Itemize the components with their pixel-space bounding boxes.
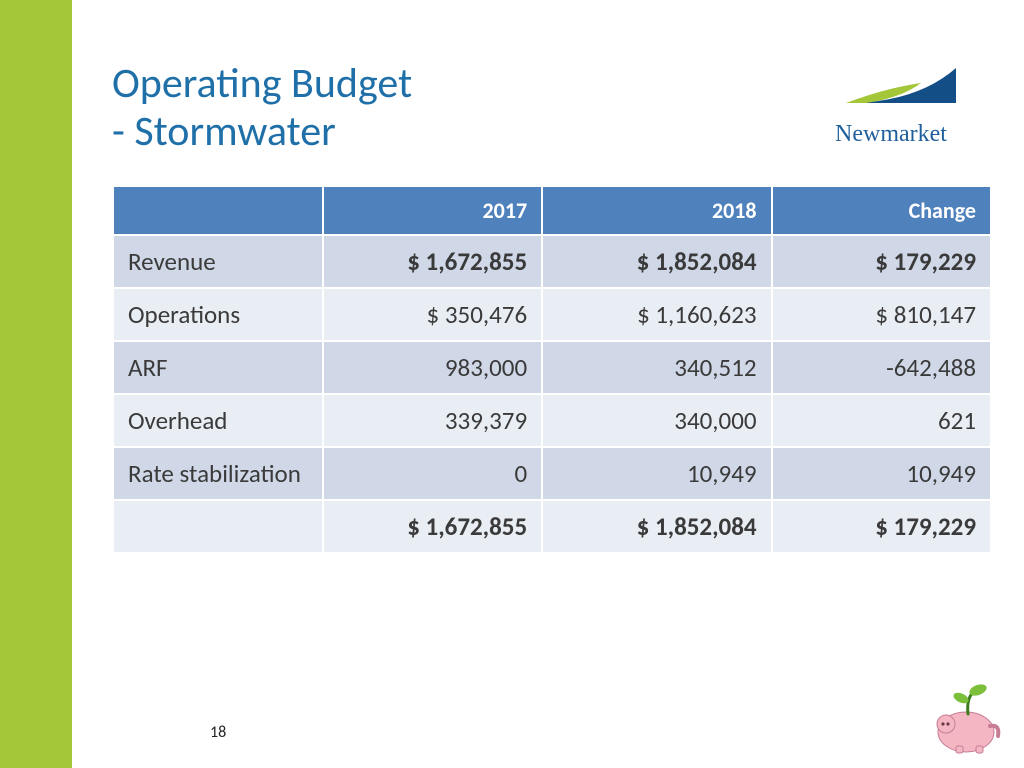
- table-row: Operations $ 350,476 $ 1,160,623 $ 810,1…: [113, 288, 991, 341]
- row-label: Overhead: [113, 394, 323, 447]
- cell-2017: 0: [323, 447, 542, 500]
- col-header-2017: 2017: [323, 186, 542, 235]
- left-accent-bar: [0, 0, 72, 768]
- table-row: ARF 983,000 340,512 -642,488: [113, 341, 991, 394]
- row-label: Operations: [113, 288, 323, 341]
- cell-change: -642,488: [772, 341, 991, 394]
- cell-change: $ 179,229: [772, 235, 991, 288]
- cell-2017: $ 1,672,855: [323, 235, 542, 288]
- table-row: Rate stabilization 0 10,949 10,949: [113, 447, 991, 500]
- cell-change: $ 179,229: [772, 500, 991, 553]
- row-label: Rate stabilization: [113, 447, 323, 500]
- page-number: 18: [210, 723, 226, 742]
- table-header-row: 2017 2018 Change: [113, 186, 991, 235]
- col-header-blank: [113, 186, 323, 235]
- row-label: [113, 500, 323, 553]
- slide: Newmarket Operating Budget - Stormwater …: [0, 0, 1024, 768]
- cell-2017: $ 1,672,855: [323, 500, 542, 553]
- logo-text: Newmarket: [806, 121, 976, 148]
- row-label: ARF: [113, 341, 323, 394]
- logo-mark-icon: [806, 48, 976, 118]
- cell-2017: 339,379: [323, 394, 542, 447]
- piggy-bank-icon: [928, 684, 1006, 754]
- slide-content: Newmarket Operating Budget - Stormwater …: [72, 0, 1024, 768]
- cell-change: 10,949: [772, 447, 991, 500]
- budget-table: 2017 2018 Change Revenue $ 1,672,855 $ 1…: [112, 185, 992, 554]
- col-header-change: Change: [772, 186, 991, 235]
- cell-2017: $ 350,476: [323, 288, 542, 341]
- cell-change: 621: [772, 394, 991, 447]
- cell-2018: $ 1,160,623: [542, 288, 771, 341]
- cell-2018: $ 1,852,084: [542, 235, 771, 288]
- table-row: Overhead 339,379 340,000 621: [113, 394, 991, 447]
- cell-2018: 10,949: [542, 447, 771, 500]
- newmarket-logo: Newmarket: [806, 48, 976, 148]
- cell-2018: 340,000: [542, 394, 771, 447]
- cell-2018: $ 1,852,084: [542, 500, 771, 553]
- table-row-total: $ 1,672,855 $ 1,852,084 $ 179,229: [113, 500, 991, 553]
- table-row: Revenue $ 1,672,855 $ 1,852,084 $ 179,22…: [113, 235, 991, 288]
- col-header-2018: 2018: [542, 186, 771, 235]
- cell-2017: 983,000: [323, 341, 542, 394]
- row-label: Revenue: [113, 235, 323, 288]
- cell-change: $ 810,147: [772, 288, 991, 341]
- cell-2018: 340,512: [542, 341, 771, 394]
